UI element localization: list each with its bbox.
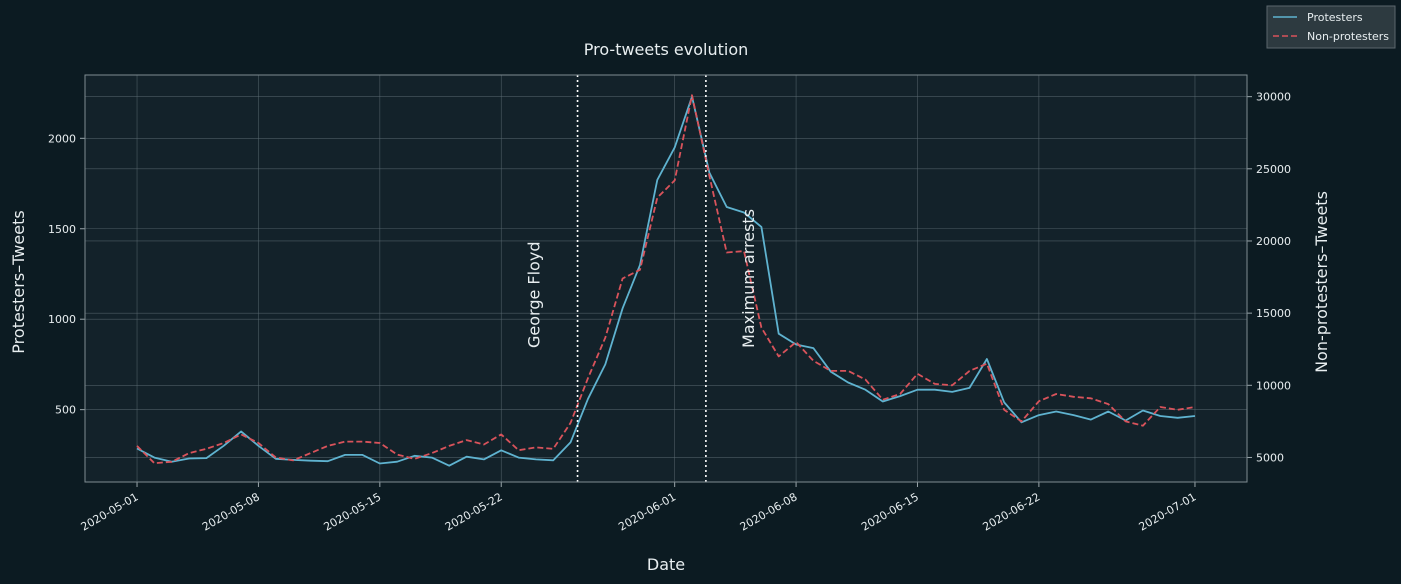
x-axis-label: Date — [647, 555, 685, 574]
plot-area — [85, 75, 1247, 482]
x-tick-label: 2020-06-08 — [738, 490, 800, 533]
series-lines — [136, 94, 1196, 467]
legend: Protesters Non-protesters — [1266, 5, 1396, 49]
x-tick-label: 2020-05-15 — [321, 490, 383, 533]
left-y-tick-label: 500 — [55, 404, 76, 417]
x-tick-label: 2020-05-08 — [200, 490, 262, 533]
left-y-axis-ticks: 500 1000 1500 2000 — [48, 132, 85, 417]
non-protesters-line — [136, 94, 1196, 465]
right-y-tick-label: 10000 — [1256, 379, 1291, 392]
right-y-tick-label: 25000 — [1256, 163, 1291, 176]
left-y-axis-label: Protesters–Tweets — [9, 210, 28, 353]
x-tick-label: 2020-06-01 — [616, 490, 678, 533]
annotation-lines: George Floyd Maximum arrests — [525, 75, 758, 482]
right-y-tick-label: 20000 — [1256, 235, 1291, 248]
chart-title: Pro-tweets evolution — [584, 40, 749, 59]
right-y-axis-ticks: 5000 10000 15000 20000 25000 30000 — [1247, 91, 1291, 464]
x-tick-label: 2020-06-22 — [981, 490, 1043, 533]
legend-non-protesters-label: Non-protesters — [1307, 30, 1389, 43]
right-y-tick-label: 5000 — [1256, 451, 1284, 464]
x-tick-label: 2020-05-01 — [79, 490, 141, 533]
x-axis-ticks: 2020-05-01 2020-05-08 2020-05-15 2020-05-22… — [79, 482, 1199, 534]
george-floyd-label: George Floyd — [525, 242, 544, 348]
legend-protesters-label: Protesters — [1307, 11, 1363, 24]
left-y-tick-label: 1500 — [48, 223, 76, 236]
right-y-tick-label: 30000 — [1256, 91, 1291, 104]
x-tick-label: 2020-07-01 — [1137, 490, 1199, 533]
legend-box — [1266, 5, 1396, 49]
x-tick-label: 2020-05-22 — [443, 490, 505, 533]
x-tick-label: 2020-06-15 — [859, 490, 921, 533]
left-y-tick-label: 2000 — [48, 132, 76, 145]
maximum-arrests-label: Maximum arrests — [739, 209, 758, 348]
left-y-tick-label: 1000 — [48, 313, 76, 326]
plot-frame — [84, 74, 1248, 483]
right-y-axis-label: Non-protesters–Tweets — [1312, 191, 1331, 373]
grid-lines — [85, 75, 1247, 482]
right-y-tick-label: 15000 — [1256, 307, 1291, 320]
